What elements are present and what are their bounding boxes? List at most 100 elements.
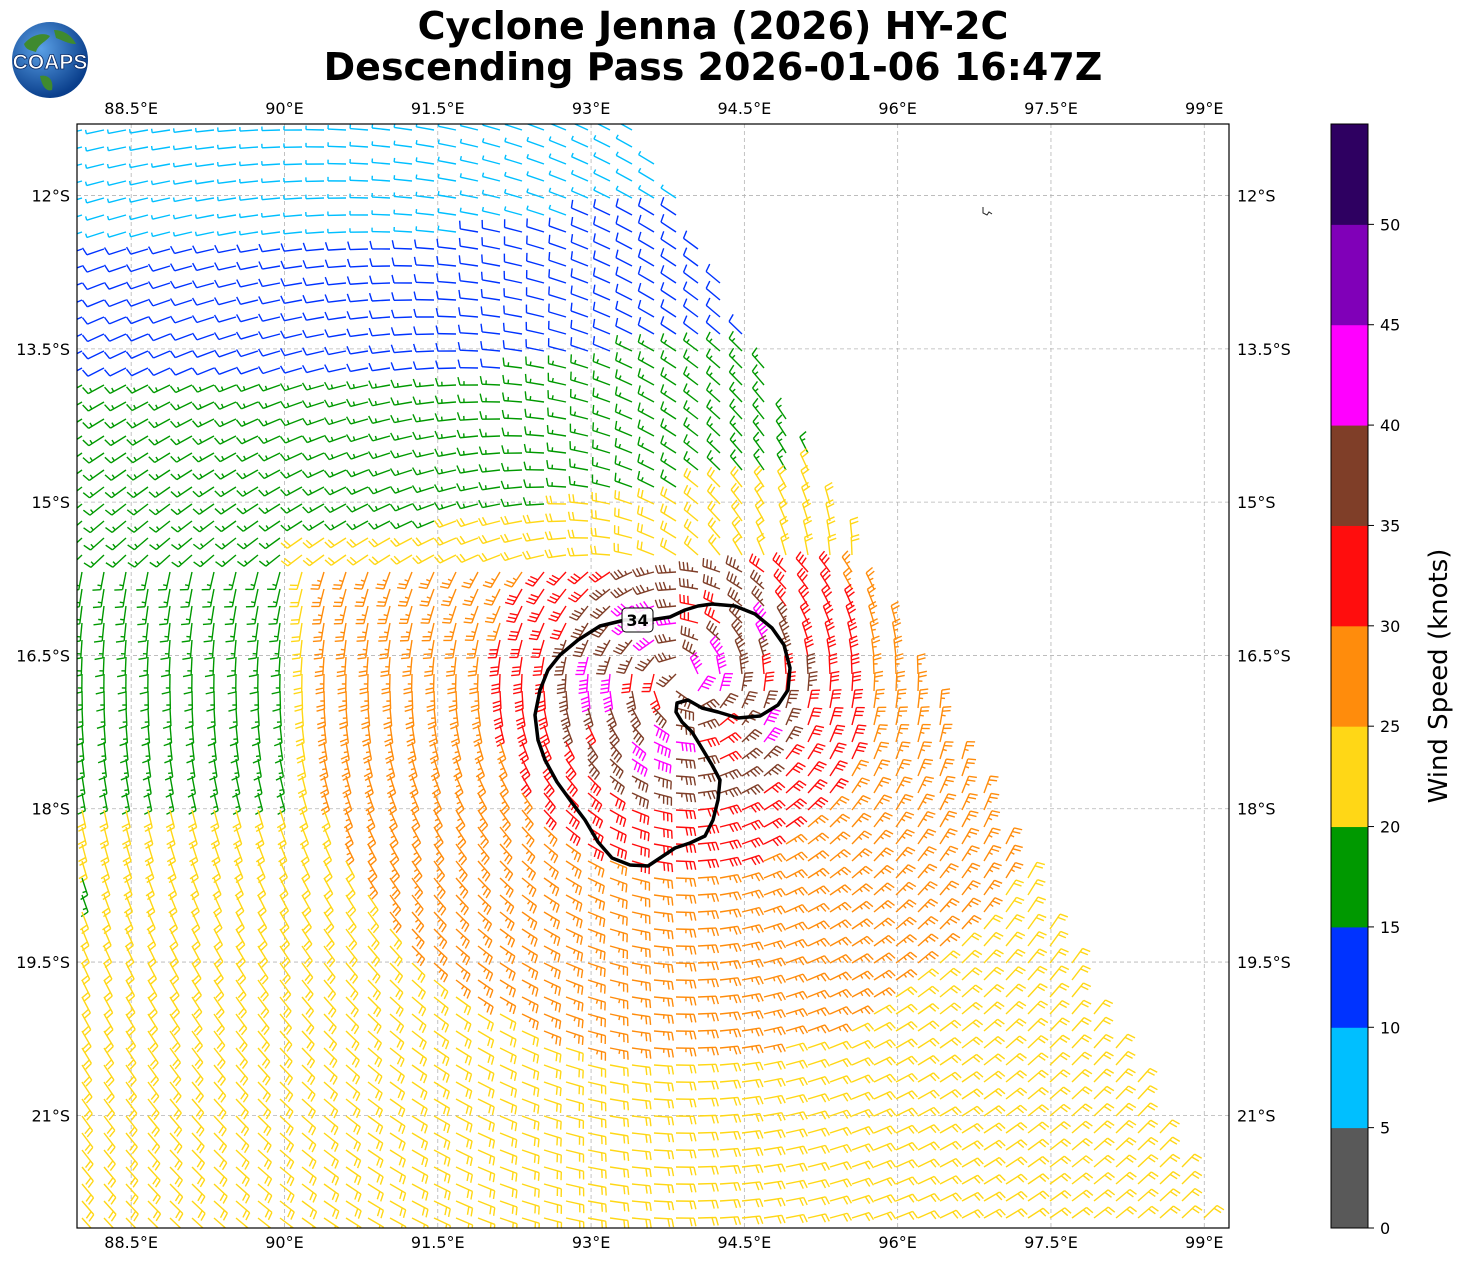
wind-barb	[301, 1013, 315, 1035]
wind-barb	[186, 758, 196, 781]
wind-barb	[261, 195, 281, 201]
wind-barb	[343, 809, 354, 833]
wind-barb	[192, 537, 215, 550]
wind-barb	[125, 1030, 137, 1053]
wind-barb	[411, 467, 435, 476]
wind-barb	[1071, 1155, 1094, 1168]
wind-barb	[323, 996, 337, 1018]
wind-barb	[120, 758, 130, 781]
wind-barb	[126, 435, 149, 446]
colorbar-tick: 0	[1380, 1219, 1390, 1238]
wind-barb	[795, 551, 809, 573]
wind-barb	[961, 827, 980, 845]
wind-barb	[272, 690, 282, 712]
wind-barb	[81, 1200, 95, 1222]
wind-barb	[77, 316, 83, 321]
wind-barb	[126, 486, 149, 499]
wind-barb	[125, 979, 136, 1002]
lat-tick-left: 12°S	[31, 187, 70, 206]
wind-barb	[312, 605, 325, 625]
wind-barb	[345, 1132, 362, 1152]
wind-barb	[763, 1163, 786, 1173]
wind-barb	[280, 469, 303, 479]
wind-barb	[653, 741, 671, 758]
wind-barb	[191, 401, 215, 411]
wind-barb	[353, 571, 369, 590]
wind-barb	[741, 1181, 764, 1191]
wind-barb	[433, 518, 457, 528]
lat-tick-right: 18°S	[1237, 800, 1276, 819]
wind-barb	[587, 1030, 607, 1044]
wind-barb	[719, 977, 742, 987]
wind-barb	[741, 1027, 764, 1037]
wind-barb	[565, 979, 584, 995]
wind-barb	[588, 571, 611, 583]
wind-barb	[458, 220, 479, 233]
wind-barb	[477, 1115, 495, 1132]
wind-barb	[641, 673, 655, 693]
wind-barb	[186, 741, 195, 764]
wind-barb	[851, 935, 874, 947]
wind-barb	[675, 826, 697, 837]
wind-barb	[181, 622, 193, 643]
wind-barb	[675, 707, 695, 721]
wind-barb	[615, 249, 633, 267]
wind-barb	[939, 1192, 963, 1202]
wind-barb	[213, 1166, 228, 1187]
wind-barb	[324, 294, 347, 303]
wind-barb	[763, 690, 778, 709]
wind-barb	[548, 153, 567, 165]
wind-barb	[283, 177, 303, 183]
wind-barb	[106, 129, 127, 135]
wind-barb	[682, 247, 699, 267]
wind-barb	[301, 400, 325, 409]
wind-barb	[282, 229, 303, 235]
wind-barb	[763, 1026, 786, 1036]
wind-barb	[257, 418, 281, 427]
wind-barb	[548, 303, 567, 318]
wind-barb	[807, 671, 818, 692]
wind-barb	[609, 911, 628, 926]
wind-barb	[653, 1166, 675, 1177]
wind-barb	[873, 987, 896, 998]
wind-barb	[393, 192, 413, 199]
wind-barb	[279, 979, 292, 1002]
wind-barb	[567, 588, 589, 603]
wind-barb	[653, 996, 674, 1007]
wind-barb	[1049, 1051, 1071, 1066]
wind-barb	[1093, 999, 1114, 1015]
wind-barb	[565, 1081, 584, 1096]
lat-tick-right: 16.5°S	[1237, 646, 1291, 665]
wind-barb	[280, 330, 303, 339]
wind-barb	[545, 513, 567, 523]
wind-barb	[521, 928, 538, 947]
wind-barb	[169, 1200, 184, 1222]
wind-barb	[191, 1132, 205, 1154]
wind-barb	[216, 231, 237, 236]
wind-barb	[301, 1200, 318, 1220]
wind-barb	[301, 1047, 316, 1069]
wind-barb	[368, 292, 391, 302]
wind-barb	[455, 945, 471, 966]
wind-barb	[521, 911, 538, 931]
wind-barb	[214, 520, 237, 533]
wind-barb	[379, 639, 391, 660]
wind-barb	[477, 1081, 495, 1099]
wind-barb	[851, 759, 869, 777]
wind-barb	[522, 514, 545, 524]
wind-barb	[301, 1217, 318, 1228]
wind-barb	[829, 936, 852, 947]
wind-barb	[191, 1200, 206, 1221]
wind-barb	[775, 397, 787, 420]
wind-barb	[515, 707, 526, 730]
wind-barb	[587, 1200, 607, 1213]
wind-barb	[95, 656, 105, 678]
wind-barb	[895, 881, 917, 896]
wind-barb	[697, 675, 717, 692]
wind-barb	[125, 367, 149, 377]
wind-barb	[413, 256, 435, 267]
wind-barb	[873, 706, 887, 726]
wind-barb	[939, 1088, 962, 1100]
wind-barb	[194, 127, 215, 133]
wind-barb	[103, 1200, 117, 1222]
